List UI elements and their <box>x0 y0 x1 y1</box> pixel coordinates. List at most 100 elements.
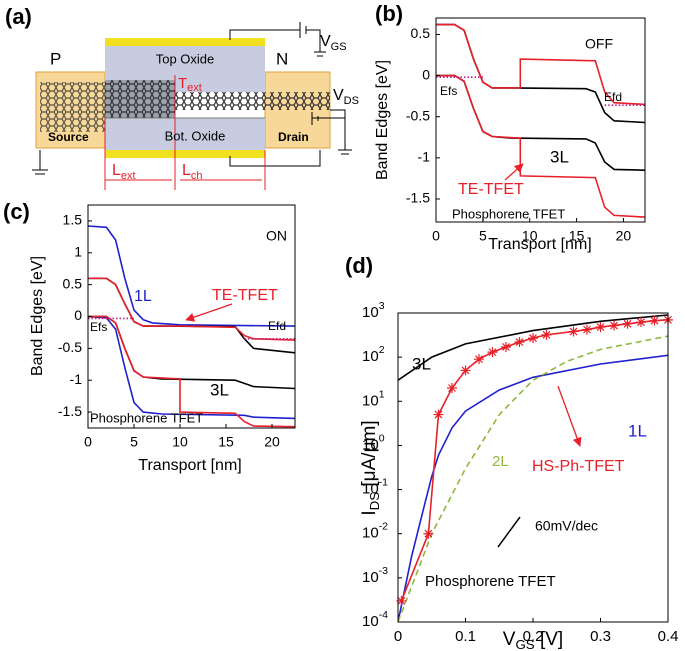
p-label: P <box>50 49 61 68</box>
series-line <box>398 314 668 381</box>
x-axis-label: Transport [nm] <box>488 236 591 253</box>
y-tick-label: 103 <box>362 300 385 321</box>
annotation: 3L <box>412 354 431 373</box>
y-axis-label: IDS [μA/μm] <box>359 420 382 515</box>
series-line <box>398 354 668 622</box>
y-tick-label: 1.5 <box>63 212 83 228</box>
annotation: HS-Ph-TFET <box>532 458 625 475</box>
series-line <box>88 315 295 420</box>
annotation: Efs <box>440 84 457 98</box>
marker <box>622 318 633 329</box>
marker <box>501 341 511 352</box>
series-line <box>88 315 295 390</box>
x-tick-label: 0 <box>432 228 440 244</box>
y-tick-label: 10-3 <box>362 565 388 586</box>
annotation: Efd <box>268 319 286 333</box>
tick-base: 10 <box>362 481 379 498</box>
panel-label: (d) <box>345 253 373 278</box>
series-line <box>398 335 668 622</box>
x-axis-label: Transport [nm] <box>138 457 241 474</box>
axes-frame <box>435 17 646 223</box>
tick-base: 10 <box>362 613 379 630</box>
tick-exponent: -2 <box>379 520 388 532</box>
vgs-label: VGS <box>320 33 347 53</box>
annotation: 3L <box>210 380 229 399</box>
annotation: 1L <box>134 288 152 305</box>
tick-exponent: 1 <box>379 388 385 400</box>
y-tick-label: 0 <box>74 307 82 323</box>
x-tick-label: 15 <box>218 434 234 450</box>
tick-base: 10 <box>362 436 379 453</box>
text-part: GS <box>515 637 534 651</box>
marker <box>514 337 525 348</box>
y-tick-label: 102 <box>362 344 385 365</box>
marker <box>609 320 619 331</box>
tick-base: 10 <box>362 304 379 321</box>
l-ext-sub: ext <box>121 170 136 182</box>
annotation: Phosphorene TFET <box>452 206 565 221</box>
drain-label: Drain <box>278 130 309 144</box>
text-part: I <box>359 510 380 515</box>
chart: 0 5 10 15 20 -1.5 -1 -0.5 0 0.5 (b) Transport [nm] B… <box>374 1 646 253</box>
l-ch-sub: ch <box>191 170 203 182</box>
channel-lattice <box>175 92 330 110</box>
x-tick-label: 20 <box>264 434 280 450</box>
annotation: OFF <box>585 36 613 52</box>
text-part: [V] <box>535 629 564 650</box>
vds-sub: DS <box>344 95 359 107</box>
x-tick-label: 10 <box>522 228 538 244</box>
annotation: 2L <box>492 453 509 470</box>
annotation: Efd <box>604 90 622 104</box>
y-tick-label: 10-2 <box>362 520 388 541</box>
x-tick-label: 15 <box>569 228 585 244</box>
source-label: Source <box>48 130 89 144</box>
y-tick-label: -0.5 <box>58 339 82 355</box>
marker <box>595 322 606 333</box>
arrow <box>557 385 582 447</box>
marker <box>423 528 434 539</box>
text-part: V <box>503 629 516 650</box>
bottom-oxide-label: Bot. Oxide <box>165 128 226 143</box>
marker <box>541 329 552 340</box>
marker <box>396 595 407 606</box>
tick-base: 10 <box>362 392 379 409</box>
y-tick-label: 100 <box>362 432 385 453</box>
annotation: Phosphorene TFET <box>90 410 203 425</box>
top-gate <box>105 38 265 46</box>
marker <box>460 365 471 376</box>
arrow <box>185 303 233 322</box>
y-tick-label: -0.5 <box>406 107 430 123</box>
series-line <box>436 23 645 106</box>
marker <box>487 347 498 358</box>
vds-label: VDS <box>333 87 359 107</box>
source-lattice <box>40 82 105 132</box>
marker <box>433 409 444 420</box>
n-label: N <box>276 49 288 68</box>
y-tick-label: 10-4 <box>362 609 388 630</box>
l-ext-main: L <box>112 162 121 179</box>
y-tick-label: -1.5 <box>58 403 82 419</box>
l-ch-label: Lch <box>182 162 203 182</box>
device-diagram: (a) P N Top Oxide Bot. Oxide Source Drai… <box>5 4 359 190</box>
l-ext-label: Lext <box>112 162 136 182</box>
x-tick-label: 0.2 <box>523 628 544 645</box>
panel-label: (b) <box>375 1 403 26</box>
series-line <box>436 74 645 218</box>
bottom-gate <box>105 150 265 158</box>
x-tick-label: 0.1 <box>455 628 476 645</box>
x-tick-label: 0 <box>394 628 402 645</box>
marker <box>636 317 646 328</box>
series-line <box>88 277 295 341</box>
t-ext-sub: ext <box>187 82 202 94</box>
tick-exponent: 2 <box>379 344 385 356</box>
y-tick-label: -1.5 <box>406 190 430 206</box>
text-part: DS <box>367 492 382 511</box>
annotation: Phosphorene TFET <box>425 573 556 590</box>
x-tick-label: 5 <box>130 434 138 450</box>
marker <box>528 333 538 344</box>
axes-frame <box>87 204 296 429</box>
y-axis-label: Band Edges [eV] <box>29 256 46 376</box>
annotation: TE-TFET <box>458 181 524 198</box>
slope-line <box>497 516 521 548</box>
